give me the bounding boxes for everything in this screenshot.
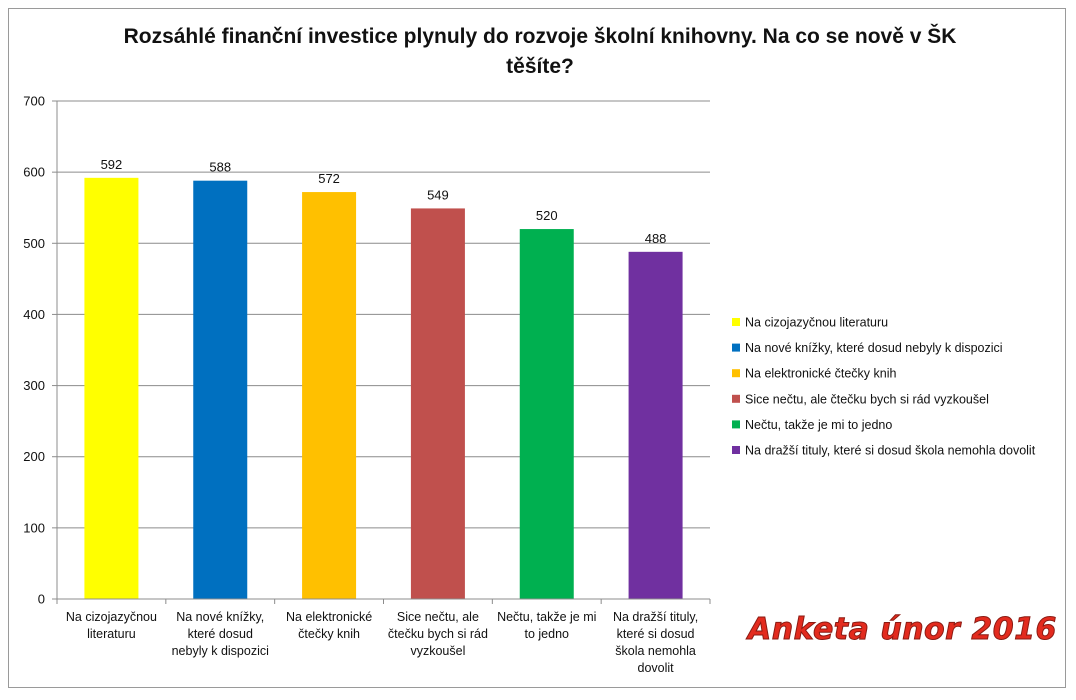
legend-label: Na elektronické čtečky knih — [745, 367, 897, 381]
data-label: 572 — [318, 171, 340, 186]
legend-swatch — [732, 343, 740, 352]
y-tick-label: 600 — [23, 165, 45, 180]
x-category-label-line: Na dražší tituly, — [613, 610, 698, 624]
x-category-label-line: čtečky knih — [298, 627, 360, 641]
y-tick-label: 700 — [23, 94, 45, 109]
legend-swatch — [732, 420, 740, 429]
x-category-label-line: literaturu — [87, 627, 136, 641]
legend-label: Na nové knížky, které dosud nebyly k dis… — [745, 341, 1003, 355]
data-label: 588 — [209, 160, 231, 175]
data-label: 549 — [427, 187, 449, 202]
x-category-label-line: Sice nečtu, ale — [397, 610, 479, 624]
legend-label: Nečtu, takže je mi to jedno — [745, 418, 892, 432]
bar — [84, 177, 139, 599]
x-category-label: Na elektronické čtečky knih — [286, 610, 372, 641]
data-label: 520 — [536, 208, 558, 223]
x-category-label-line: Na nové knížky, — [176, 610, 264, 624]
bar — [410, 208, 465, 599]
y-tick-label: 500 — [23, 236, 45, 251]
x-category-label-line: nebyly k dispozici — [172, 644, 269, 658]
bar — [628, 251, 683, 599]
bar — [519, 229, 574, 600]
legend-swatch — [732, 394, 740, 403]
legend-swatch — [732, 446, 740, 454]
x-category-label-line: čtečku bych si rád — [388, 627, 488, 641]
legend-swatch — [732, 318, 740, 326]
x-category-label-line: to jedno — [525, 627, 570, 641]
data-label: 488 — [645, 231, 667, 246]
x-category-label-line: škola nemohla — [615, 644, 696, 658]
chart-title: Rozsáhlé finanční investice plynuly do r… — [123, 25, 957, 78]
x-category-label: Na dražší tituly, které si dosud škola nem… — [613, 610, 698, 675]
x-category-label: Nečtu, takže je mi to jedno — [497, 610, 596, 641]
y-tick-label: 0 — [38, 592, 45, 607]
x-category-label-line: vyzkoušel — [410, 644, 465, 658]
y-tick-label: 300 — [23, 378, 45, 393]
y-tick-label: 100 — [23, 520, 45, 535]
bar — [302, 192, 357, 599]
survey-date-annotation: Anketa únor 2016 — [748, 612, 1057, 648]
data-label: 592 — [101, 157, 123, 172]
y-tick-label: 200 — [23, 449, 45, 464]
x-category-label-line: Na elektronické — [286, 610, 372, 624]
x-category-label: Na cizojazyčnou literaturu — [66, 610, 157, 641]
x-category-label-line: Nečtu, takže je mi — [497, 610, 596, 624]
x-category-label-line: Na cizojazyčnou — [66, 610, 157, 624]
legend-swatch — [732, 369, 740, 378]
x-category-label-line: dovolit — [638, 661, 675, 675]
x-category-label-line: které dosud — [188, 627, 253, 641]
legend-label: Na dražší tituly, které si dosud škola n… — [745, 444, 1036, 458]
x-category-label: Na nové knížky, které dosud nebyly k dispo… — [172, 610, 269, 658]
y-tick-label: 400 — [23, 307, 45, 322]
bar — [193, 180, 248, 599]
x-category-label-line: které si dosud — [617, 627, 695, 641]
legend-label: Na cizojazyčnou literaturu — [745, 316, 888, 330]
x-category-label: Sice nečtu, ale čtečku bych si rád vyzkouš… — [388, 610, 488, 658]
legend-label: Sice nečtu, ale čtečku bych si rád vyzko… — [745, 392, 989, 406]
